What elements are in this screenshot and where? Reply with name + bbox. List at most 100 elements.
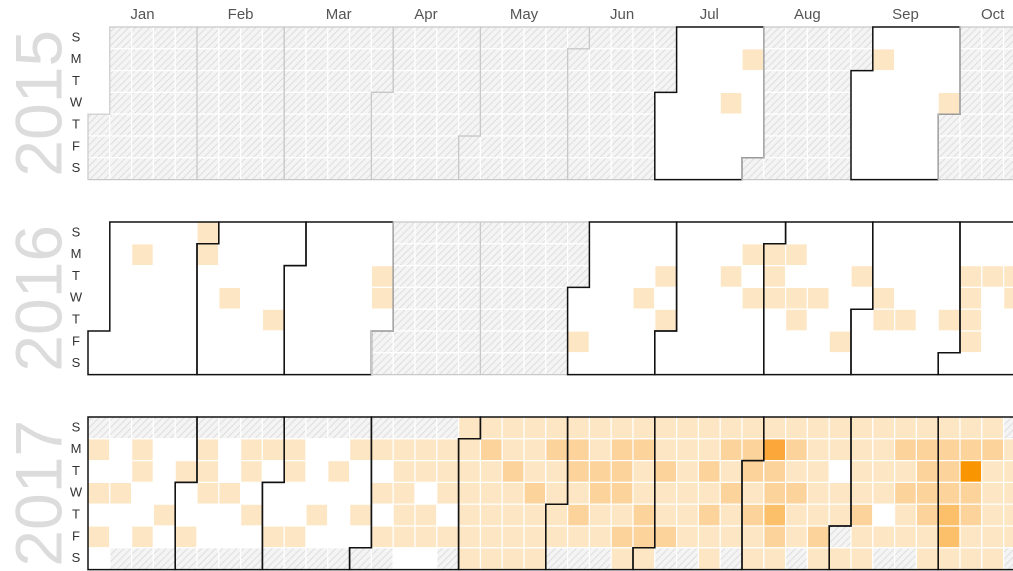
day-cell [588, 525, 612, 549]
day-cell [261, 221, 285, 245]
day-cell [327, 503, 351, 527]
day-cell [806, 481, 830, 505]
day-cell [784, 91, 808, 115]
day-cell [174, 460, 198, 484]
day-cell [806, 157, 830, 181]
day-cell [741, 416, 765, 440]
day-cell [545, 481, 569, 505]
day-cell [1002, 286, 1013, 310]
day-cell [261, 48, 285, 72]
day-cell [719, 503, 743, 527]
day-cell [741, 243, 765, 267]
day-cell [937, 243, 961, 267]
day-cell [240, 481, 264, 505]
day-cell [588, 243, 612, 267]
day-cell [915, 265, 939, 289]
day-cell [327, 243, 351, 267]
day-cell [610, 438, 634, 462]
day-cell [632, 330, 656, 354]
day-cell [937, 221, 961, 245]
day-cell [349, 157, 373, 181]
day-cell [610, 113, 634, 137]
day-cell [349, 91, 373, 115]
day-cell [719, 26, 743, 50]
day-cell [109, 221, 133, 245]
day-cell [610, 265, 634, 289]
day-cell [719, 438, 743, 462]
day-cell [131, 135, 155, 159]
day-cell [675, 48, 699, 72]
day-cell [283, 286, 307, 310]
day-cell [174, 547, 198, 571]
day-cell [654, 26, 678, 50]
day-cell [763, 308, 787, 332]
day-cell [327, 135, 351, 159]
day-cell [261, 113, 285, 137]
day-cell [915, 26, 939, 50]
day-cell [523, 113, 547, 137]
day-cell [349, 69, 373, 93]
day-cell [131, 265, 155, 289]
day-cell [523, 286, 547, 310]
day-cell [261, 481, 285, 505]
day-cell [784, 308, 808, 332]
day-cell [588, 438, 612, 462]
day-cell [981, 460, 1005, 484]
day-cell [501, 286, 525, 310]
day-cell [566, 438, 590, 462]
day-cell [632, 308, 656, 332]
day-cell [566, 265, 590, 289]
day-cell [305, 525, 329, 549]
day-cell [261, 286, 285, 310]
day-cell [763, 503, 787, 527]
day-cell [392, 135, 416, 159]
day-cell [545, 547, 569, 571]
day-cell [392, 308, 416, 332]
weekday-label: S [72, 224, 81, 239]
day-cell [610, 460, 634, 484]
day-cell [305, 286, 329, 310]
day-cell [349, 481, 373, 505]
day-cell [87, 157, 111, 181]
day-cell [196, 286, 220, 310]
day-cell [697, 157, 721, 181]
day-cell [828, 69, 852, 93]
day-cell [131, 69, 155, 93]
day-cell [741, 157, 765, 181]
day-cell [174, 503, 198, 527]
day-cell [654, 503, 678, 527]
day-cell [959, 352, 983, 376]
day-cell [697, 48, 721, 72]
day-cell [850, 438, 874, 462]
day-cell [893, 352, 917, 376]
day-cell [763, 286, 787, 310]
day-cell [741, 503, 765, 527]
day-cell [937, 547, 961, 571]
day-cell [283, 460, 307, 484]
day-cell [218, 460, 242, 484]
day-cell [196, 416, 220, 440]
day-cell [1002, 416, 1013, 440]
day-cell [654, 48, 678, 72]
day-cell [458, 503, 482, 527]
day-cell [261, 525, 285, 549]
day-cell [828, 135, 852, 159]
day-cell [763, 91, 787, 115]
day-cell [283, 416, 307, 440]
day-cell [327, 352, 351, 376]
day-cell [327, 91, 351, 115]
day-cell [741, 330, 765, 354]
day-cell [436, 525, 460, 549]
day-cell [588, 503, 612, 527]
day-cell [436, 113, 460, 137]
day-cell [392, 265, 416, 289]
day-cell [196, 135, 220, 159]
day-cell [806, 547, 830, 571]
day-cell [893, 308, 917, 332]
day-cell [937, 525, 961, 549]
day-cell [850, 265, 874, 289]
day-cell [719, 525, 743, 549]
day-cell [305, 157, 329, 181]
day-cell [719, 308, 743, 332]
day-cell [174, 265, 198, 289]
